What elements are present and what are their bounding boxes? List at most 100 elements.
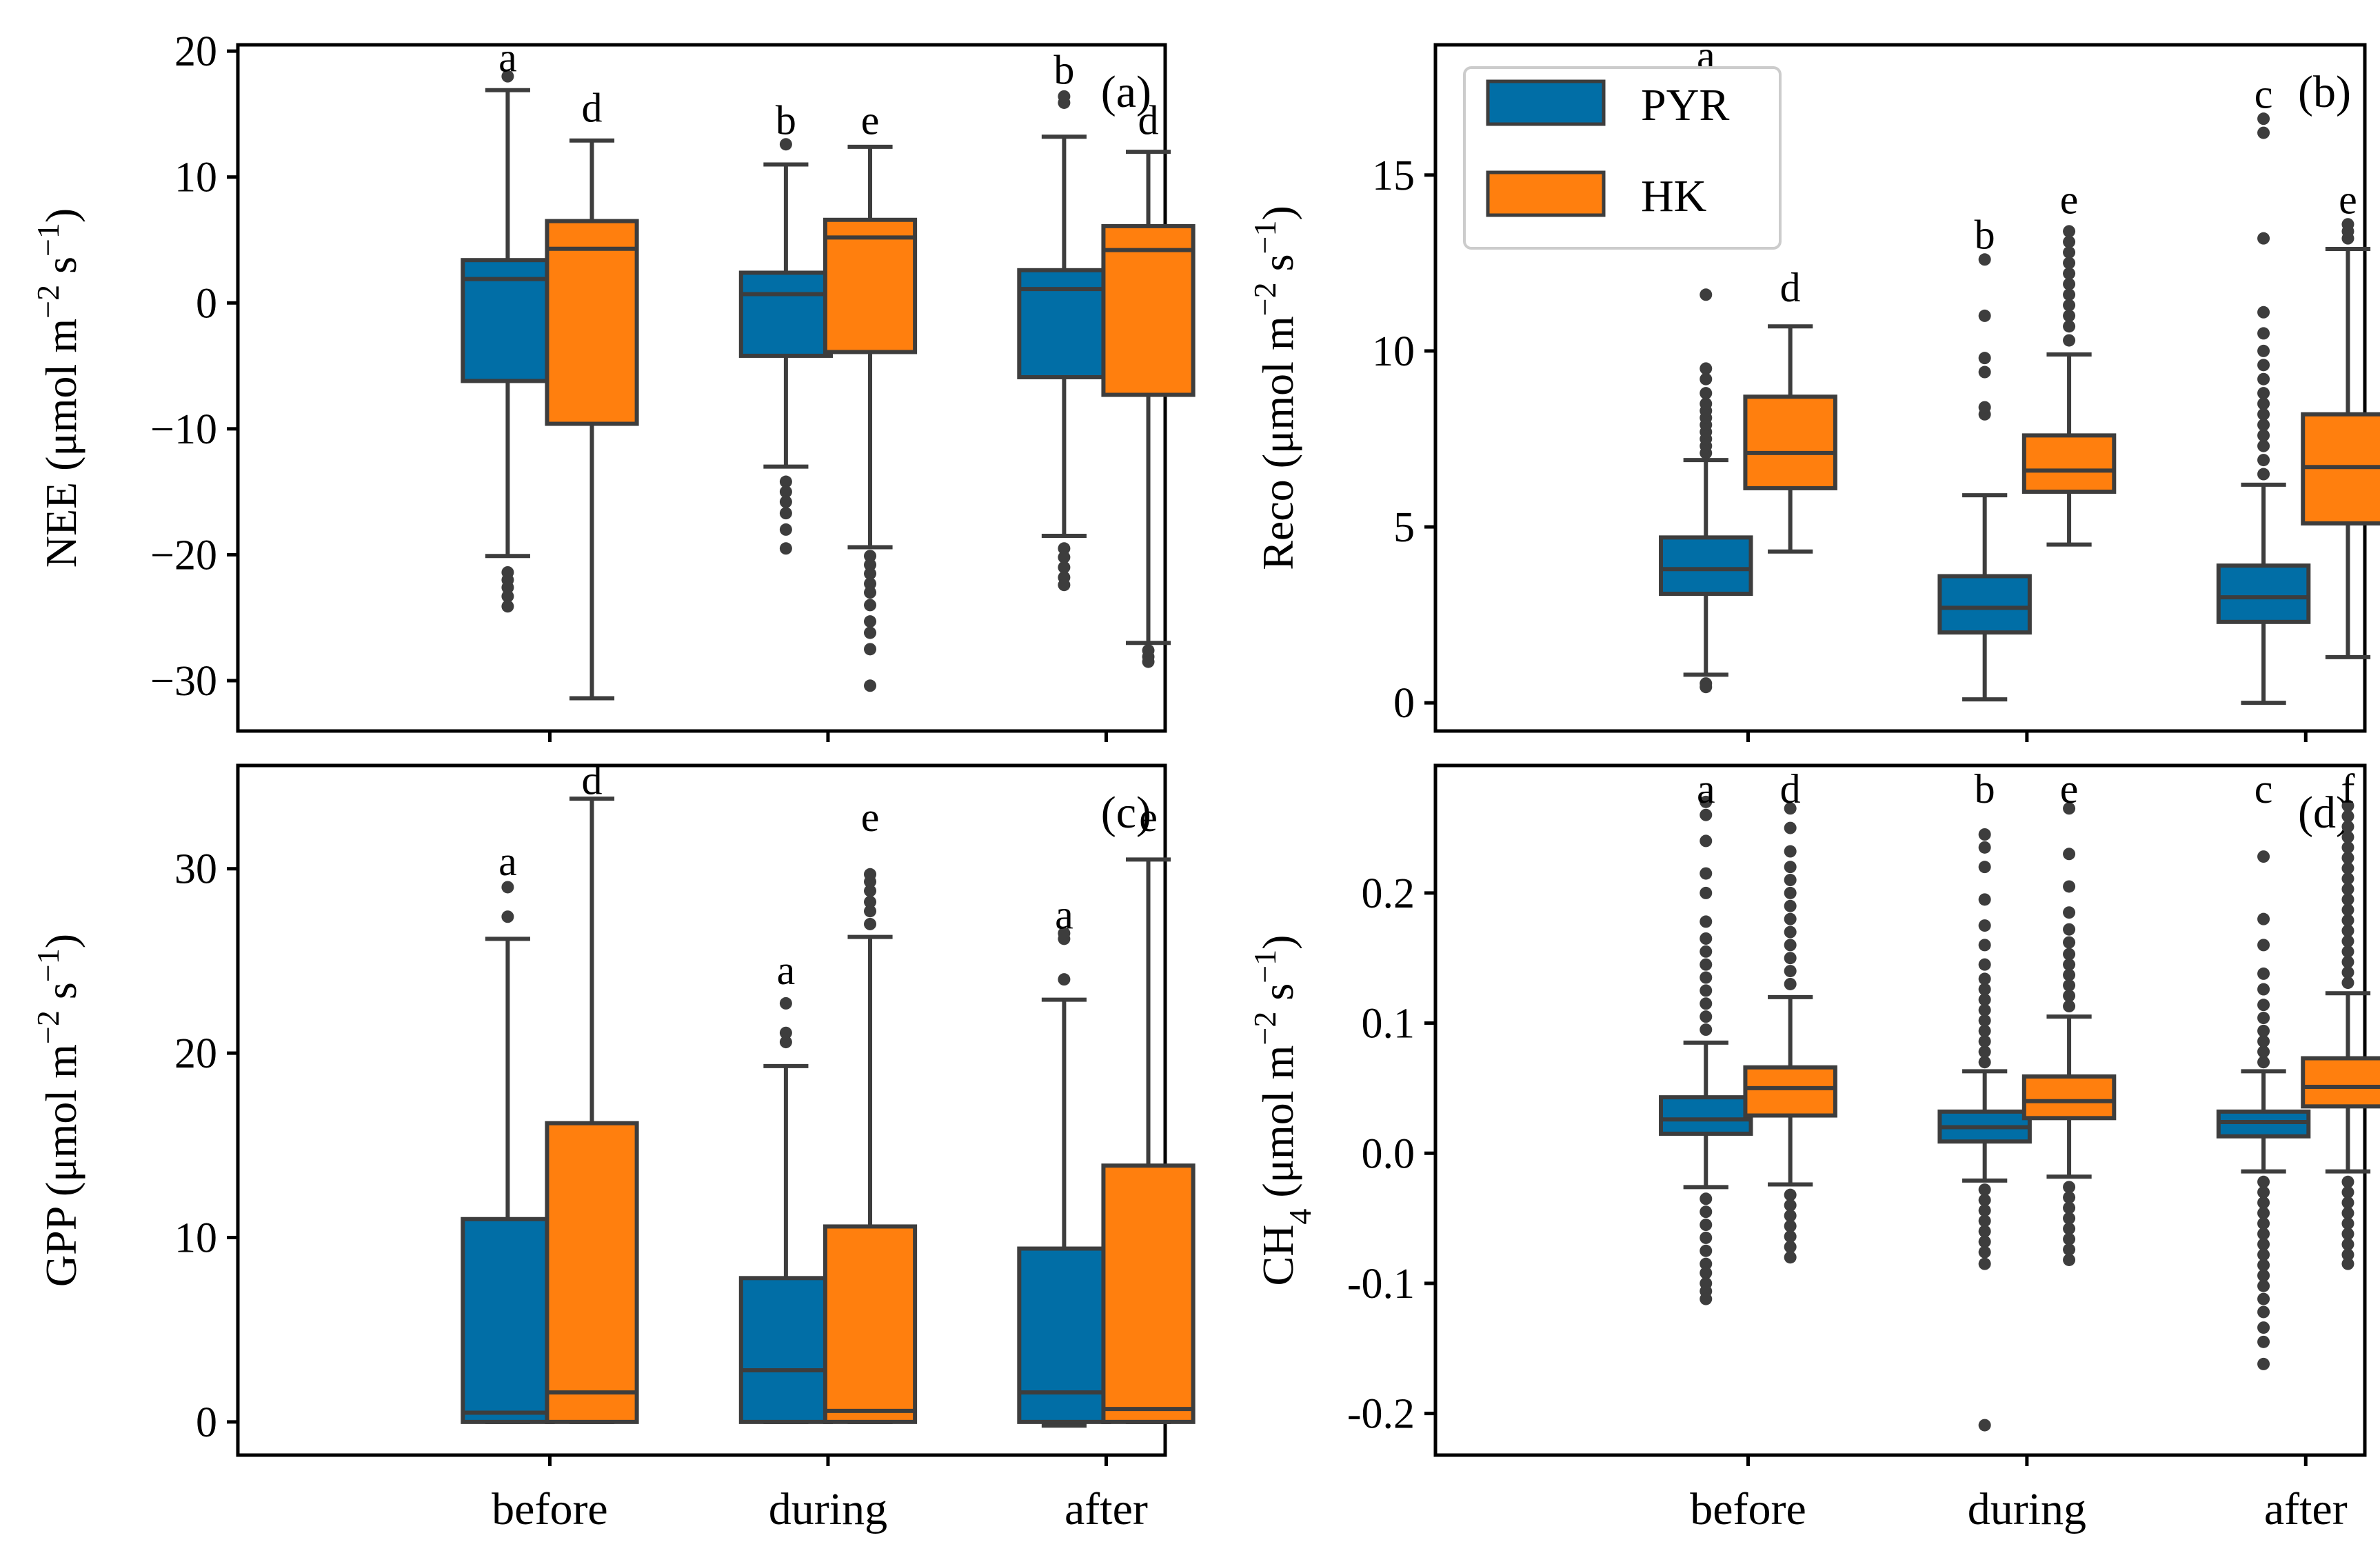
outlier-point — [1784, 1199, 1797, 1212]
outlier-point — [2063, 257, 2076, 270]
outlier-point — [1784, 1230, 1797, 1243]
outlier-point — [2063, 235, 2076, 248]
significance-letter: c — [2255, 766, 2273, 812]
significance-letter: d — [1780, 265, 1801, 310]
significance-letter: d — [1138, 98, 1159, 143]
outlier-point — [2257, 397, 2270, 410]
outlier-point — [2063, 1191, 2076, 1204]
y-tick-label: 10 — [174, 1214, 217, 1261]
significance-letter: e — [861, 794, 880, 840]
y-axis-label-sup: −1 — [1247, 950, 1282, 983]
outlier-point — [1058, 973, 1071, 986]
y-axis-label-part: s — [1253, 254, 1302, 282]
outlier-point — [1700, 808, 1713, 821]
outlier-point — [501, 581, 514, 594]
panel-label: (d) — [2298, 788, 2351, 838]
outlier-point — [2257, 1248, 2270, 1261]
box-PYR-during: b — [738, 98, 833, 555]
outlier-point — [779, 507, 792, 520]
outlier-point — [2257, 1217, 2270, 1230]
outlier-point — [2063, 968, 2076, 981]
outlier-point — [1058, 561, 1071, 574]
outlier-point — [1700, 387, 1713, 400]
outlier-point — [1784, 965, 1797, 978]
significance-letter: d — [582, 757, 603, 803]
outlier-point — [2341, 1238, 2354, 1251]
outlier-point — [1978, 861, 1991, 874]
box-iqr — [2021, 433, 2117, 494]
outlier-point — [2341, 903, 2354, 917]
outlier-point — [864, 679, 877, 692]
outlier-point — [2341, 883, 2354, 896]
outlier-point — [2257, 939, 2270, 952]
outlier-point — [501, 590, 514, 603]
significance-letter: b — [1975, 212, 1995, 258]
box-iqr — [1659, 1095, 1753, 1136]
outlier-point — [2257, 359, 2270, 372]
outlier-point — [1058, 579, 1071, 592]
outlier-point — [2063, 802, 2076, 815]
y-axis-label-part: s — [37, 982, 85, 1010]
outlier-point — [1978, 1014, 1991, 1027]
outlier-point — [2257, 439, 2270, 452]
significance-letter: c — [2255, 71, 2273, 117]
x-category-label: during — [1968, 1484, 2086, 1534]
outlier-point — [2341, 820, 2354, 833]
outlier-point — [2063, 958, 2076, 971]
outlier-point — [1058, 551, 1071, 564]
outlier-point — [1784, 802, 1797, 815]
outlier-point — [2257, 1238, 2270, 1251]
outlier-point — [2257, 983, 2270, 996]
box-HK-before: d — [1743, 766, 1837, 1264]
outlier-point — [1784, 874, 1797, 887]
outlier-point — [2063, 948, 2076, 961]
y-tick-label: 0 — [1393, 680, 1415, 727]
box-HK-during: e — [823, 794, 918, 1424]
outlier-point — [864, 905, 877, 918]
outlier-point — [1784, 861, 1797, 874]
outlier-point — [2063, 246, 2076, 259]
outlier-point — [779, 542, 792, 555]
y-axis-label-sup: −1 — [30, 223, 65, 257]
x-category-label: after — [1065, 1484, 1148, 1534]
y-axis-label-sup: −2 — [1247, 282, 1282, 316]
outlier-point — [1700, 834, 1713, 848]
significance-letter: a — [498, 34, 517, 80]
outlier-point — [779, 997, 792, 1010]
outlier-point — [2257, 327, 2270, 340]
box-iqr — [2021, 1074, 2117, 1121]
outlier-point — [2341, 893, 2354, 906]
outlier-point — [1700, 867, 1713, 880]
outlier-point — [2257, 429, 2270, 442]
legend-label-pyr: PYR — [1641, 80, 1729, 130]
outlier-point — [2341, 977, 2354, 990]
outlier-point — [2257, 1259, 2270, 1272]
outlier-point — [2063, 267, 2076, 280]
outlier-point — [2341, 1228, 2354, 1241]
box-iqr — [738, 270, 833, 358]
y-axis-label-sup: −2 — [30, 285, 65, 319]
outlier-point — [779, 523, 792, 536]
box-iqr — [1743, 1065, 1837, 1118]
outlier-point — [779, 475, 792, 488]
outlier-point — [2063, 225, 2076, 238]
significance-letter: a — [1055, 892, 1073, 938]
outlier-point — [1978, 983, 1991, 996]
outlier-point — [2257, 1024, 2270, 1037]
y-axis-label-part: ) — [1253, 935, 1302, 950]
outlier-point — [1784, 1209, 1797, 1222]
outlier-point — [864, 643, 877, 656]
box-HK-during: e — [2021, 766, 2117, 1266]
outlier-point — [2257, 408, 2270, 421]
y-axis-label-part: CH — [1253, 1225, 1302, 1286]
outlier-point — [1978, 939, 1991, 952]
outlier-point — [2341, 218, 2354, 231]
panel-label: (c) — [1101, 788, 1151, 838]
significance-letter: a — [777, 948, 796, 993]
outlier-point — [1700, 984, 1713, 997]
significance-letter: d — [582, 85, 603, 130]
outlier-point — [864, 917, 877, 930]
box-PYR-before: a — [461, 34, 555, 613]
outlier-point — [2063, 1232, 2076, 1245]
